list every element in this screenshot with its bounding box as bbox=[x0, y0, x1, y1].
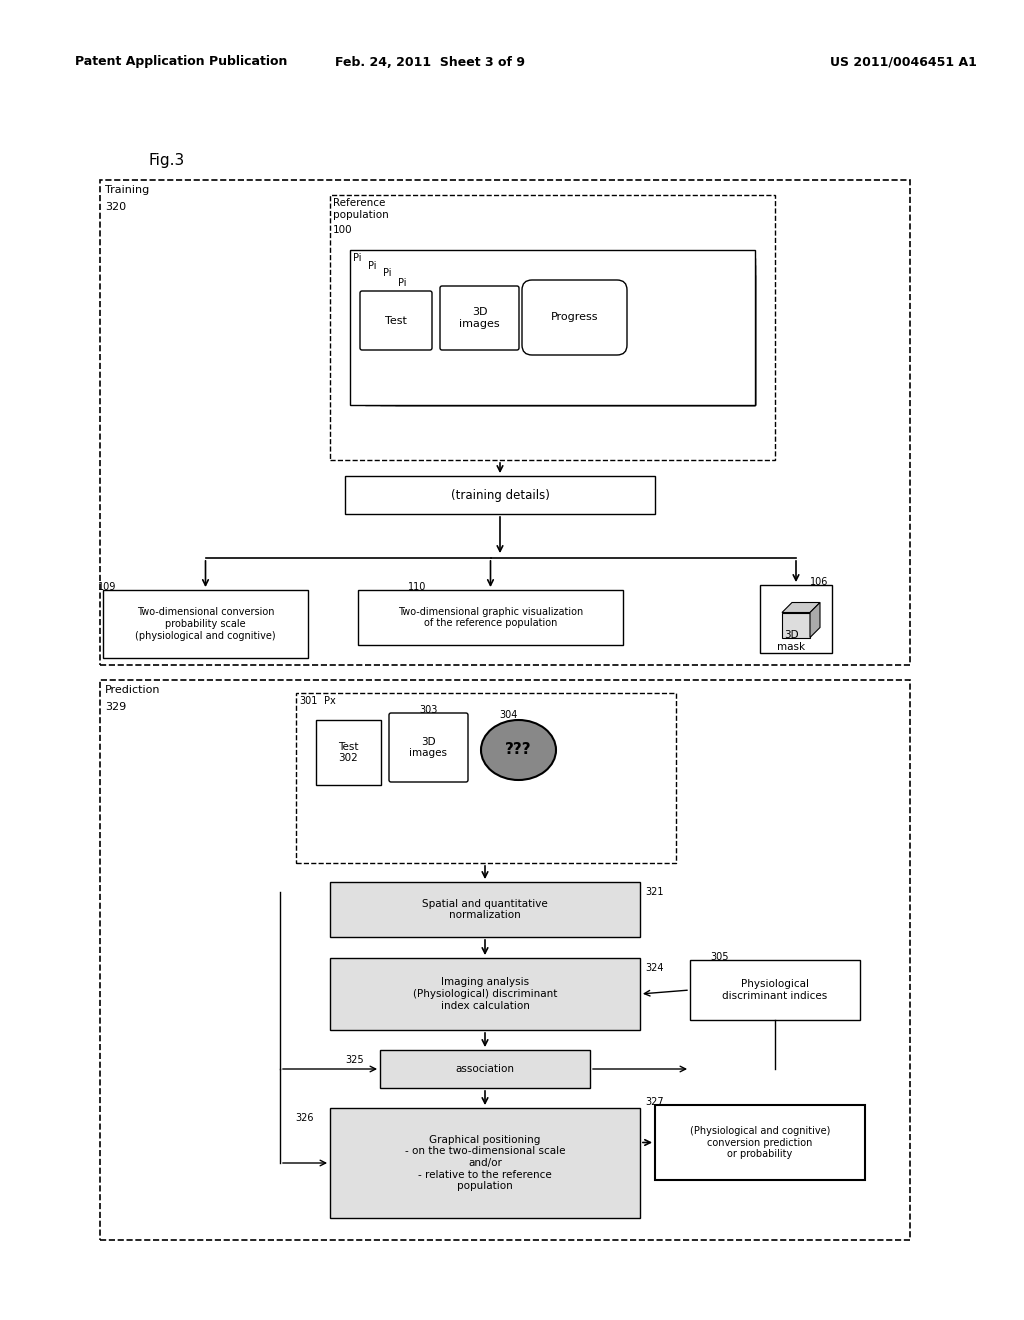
Text: 301: 301 bbox=[299, 696, 317, 706]
Text: Progress: Progress bbox=[551, 313, 598, 322]
Text: 109: 109 bbox=[98, 582, 117, 591]
Text: Pi: Pi bbox=[383, 268, 391, 279]
Text: Prediction: Prediction bbox=[105, 685, 161, 696]
Text: Feb. 24, 2011  Sheet 3 of 9: Feb. 24, 2011 Sheet 3 of 9 bbox=[335, 55, 525, 69]
Bar bbox=[655, 1105, 865, 1180]
Text: ???: ??? bbox=[505, 742, 531, 758]
Text: Graphical positioning
- on the two-dimensional scale
and/or
- relative to the re: Graphical positioning - on the two-dimen… bbox=[404, 1135, 565, 1191]
Bar bbox=[345, 477, 655, 513]
Bar bbox=[690, 960, 860, 1020]
Text: Test: Test bbox=[385, 315, 407, 326]
Text: 3D
images: 3D images bbox=[410, 737, 447, 758]
Text: 305: 305 bbox=[710, 952, 728, 962]
Bar bbox=[100, 180, 910, 665]
Text: 325: 325 bbox=[345, 1055, 364, 1065]
Text: 3D
mask: 3D mask bbox=[777, 630, 805, 652]
Text: Imaging analysis
(Physiological) discriminant
index calculation: Imaging analysis (Physiological) discrim… bbox=[413, 977, 557, 1011]
Bar bbox=[380, 1049, 590, 1088]
Text: Fig.3: Fig.3 bbox=[148, 153, 184, 168]
FancyBboxPatch shape bbox=[360, 290, 432, 350]
Text: 100: 100 bbox=[333, 224, 352, 235]
Text: Two-dimensional conversion
probability scale
(physiological and cognitive): Two-dimensional conversion probability s… bbox=[135, 607, 275, 640]
Bar bbox=[100, 680, 910, 1239]
Text: 326: 326 bbox=[295, 1113, 313, 1123]
Text: (Physiological and cognitive)
conversion prediction
or probability: (Physiological and cognitive) conversion… bbox=[690, 1126, 830, 1159]
Text: Reference
population: Reference population bbox=[333, 198, 389, 219]
Text: Spatial and quantitative
normalization: Spatial and quantitative normalization bbox=[422, 899, 548, 920]
Text: 327: 327 bbox=[645, 1097, 664, 1107]
Text: Two-dimensional graphic visualization
of the reference population: Two-dimensional graphic visualization of… bbox=[398, 607, 583, 628]
Text: 110: 110 bbox=[408, 582, 426, 591]
Bar bbox=[103, 590, 308, 657]
Bar bbox=[296, 693, 676, 863]
Bar bbox=[330, 195, 775, 459]
Text: Pi: Pi bbox=[398, 279, 407, 288]
Bar bbox=[380, 265, 755, 405]
Text: Physiological
discriminant indices: Physiological discriminant indices bbox=[722, 979, 827, 1001]
Text: (training details): (training details) bbox=[451, 488, 550, 502]
Text: Training: Training bbox=[105, 185, 150, 195]
FancyBboxPatch shape bbox=[389, 713, 468, 781]
Text: 329: 329 bbox=[105, 702, 126, 711]
Bar bbox=[760, 585, 831, 653]
Text: 320: 320 bbox=[105, 202, 126, 213]
FancyBboxPatch shape bbox=[440, 286, 519, 350]
Bar bbox=[350, 249, 755, 405]
Text: Px: Px bbox=[324, 696, 336, 706]
Text: Patent Application Publication: Patent Application Publication bbox=[75, 55, 288, 69]
Bar bbox=[395, 275, 755, 405]
Text: 324: 324 bbox=[645, 964, 664, 973]
Text: 106: 106 bbox=[810, 577, 828, 587]
Text: association: association bbox=[456, 1064, 514, 1074]
Text: 303: 303 bbox=[419, 705, 437, 715]
Bar bbox=[330, 882, 640, 937]
Text: 304: 304 bbox=[500, 710, 518, 719]
Text: US 2011/0046451 A1: US 2011/0046451 A1 bbox=[830, 55, 977, 69]
Polygon shape bbox=[782, 602, 820, 612]
Bar bbox=[330, 958, 640, 1030]
Text: 321: 321 bbox=[645, 887, 664, 898]
Bar bbox=[330, 1107, 640, 1218]
Text: Pi: Pi bbox=[353, 253, 361, 263]
Bar bbox=[358, 590, 623, 645]
FancyBboxPatch shape bbox=[522, 280, 627, 355]
Polygon shape bbox=[810, 602, 820, 638]
Text: 3D
images: 3D images bbox=[459, 308, 500, 329]
Bar bbox=[316, 719, 381, 785]
Text: Test
302: Test 302 bbox=[338, 742, 358, 763]
Bar bbox=[782, 612, 810, 638]
Ellipse shape bbox=[481, 719, 556, 780]
Bar bbox=[365, 257, 755, 405]
Text: Pi: Pi bbox=[368, 261, 377, 271]
